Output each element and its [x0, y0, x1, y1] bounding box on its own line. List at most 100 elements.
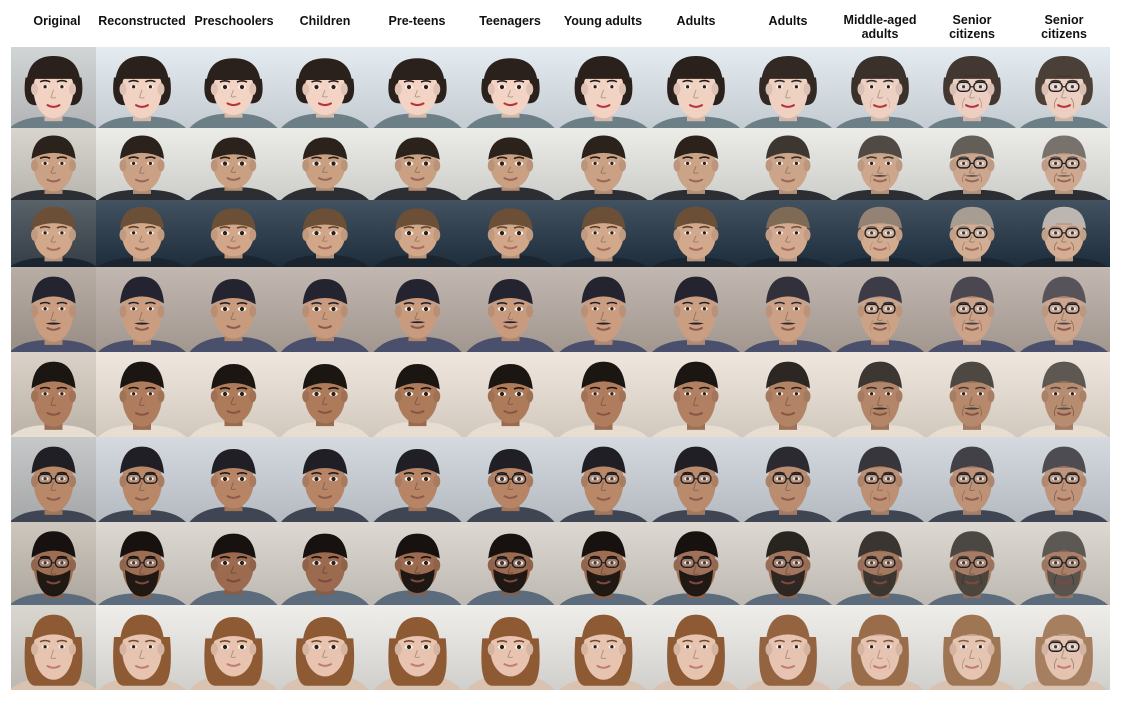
face-cell — [188, 352, 279, 437]
face-image — [96, 47, 188, 128]
face-image — [650, 352, 742, 437]
face-image — [650, 128, 742, 200]
face-image — [371, 605, 464, 690]
face-cell — [371, 128, 464, 200]
face-image — [11, 352, 96, 437]
face-image — [188, 47, 279, 128]
face-image — [188, 605, 279, 690]
face-image — [11, 47, 96, 128]
face-image — [834, 47, 926, 128]
face-cell — [96, 522, 188, 605]
face-image — [279, 522, 371, 605]
face-image — [96, 267, 188, 352]
face-cell — [650, 128, 742, 200]
face-image — [96, 437, 188, 522]
face-cell — [464, 605, 557, 690]
face-image — [96, 128, 188, 200]
column-header: Young adults — [563, 14, 643, 28]
face-image — [1018, 128, 1110, 200]
face-cell — [650, 200, 742, 267]
face-cell — [650, 605, 742, 690]
face-image — [834, 437, 926, 522]
face-image — [926, 200, 1018, 267]
face-cell — [834, 267, 926, 352]
face-cell — [464, 128, 557, 200]
face-image — [464, 522, 557, 605]
face-cell — [96, 200, 188, 267]
face-cell — [464, 522, 557, 605]
face-cell — [279, 267, 371, 352]
face-cell — [926, 47, 1018, 128]
face-image — [1018, 47, 1110, 128]
face-cell — [742, 437, 834, 522]
face-cell — [742, 200, 834, 267]
column-header: Adults — [768, 14, 808, 28]
face-image — [11, 200, 96, 267]
face-cell — [834, 437, 926, 522]
face-cell — [1018, 47, 1110, 128]
face-image — [279, 352, 371, 437]
face-cell — [11, 352, 96, 437]
face-cell — [11, 47, 96, 128]
face-image — [557, 267, 650, 352]
face-cell — [742, 352, 834, 437]
column-header: Pre-teens — [388, 14, 446, 28]
face-image — [11, 605, 96, 690]
face-cell — [557, 352, 650, 437]
face-image — [188, 522, 279, 605]
face-image — [1018, 437, 1110, 522]
face-image — [371, 47, 464, 128]
face-image — [96, 522, 188, 605]
face-image — [371, 200, 464, 267]
face-image — [834, 200, 926, 267]
face-image — [742, 47, 834, 128]
face-image — [742, 128, 834, 200]
face-image — [926, 352, 1018, 437]
face-image — [742, 267, 834, 352]
face-cell — [742, 267, 834, 352]
column-header: Senior citizens — [949, 13, 995, 41]
face-cell — [371, 200, 464, 267]
face-image — [1018, 352, 1110, 437]
face-image — [464, 605, 557, 690]
face-cell — [371, 522, 464, 605]
face-cell — [557, 605, 650, 690]
face-image — [557, 352, 650, 437]
face-cell — [650, 522, 742, 605]
face-cell — [650, 47, 742, 128]
face-image — [650, 47, 742, 128]
face-age-grid — [11, 47, 1111, 690]
face-image — [557, 605, 650, 690]
face-cell — [1018, 200, 1110, 267]
face-cell — [11, 605, 96, 690]
face-image — [742, 437, 834, 522]
face-cell — [650, 267, 742, 352]
column-headers: Original Reconstructed Preschoolers Childre… — [0, 0, 1141, 48]
face-image — [742, 522, 834, 605]
face-image — [557, 47, 650, 128]
face-cell — [11, 522, 96, 605]
face-image — [279, 47, 371, 128]
column-header: Children — [299, 14, 351, 28]
face-cell — [557, 200, 650, 267]
face-image — [188, 437, 279, 522]
face-cell — [96, 352, 188, 437]
face-cell — [188, 128, 279, 200]
face-cell — [188, 200, 279, 267]
face-image — [1018, 605, 1110, 690]
face-cell — [11, 200, 96, 267]
face-image — [650, 200, 742, 267]
face-cell — [464, 352, 557, 437]
face-image — [371, 437, 464, 522]
face-image — [11, 267, 96, 352]
face-cell — [11, 267, 96, 352]
face-cell — [1018, 605, 1110, 690]
face-cell — [834, 128, 926, 200]
face-cell — [557, 267, 650, 352]
face-image — [11, 522, 96, 605]
face-cell — [834, 522, 926, 605]
face-image — [188, 352, 279, 437]
face-image — [96, 352, 188, 437]
face-image — [188, 200, 279, 267]
face-cell — [96, 605, 188, 690]
